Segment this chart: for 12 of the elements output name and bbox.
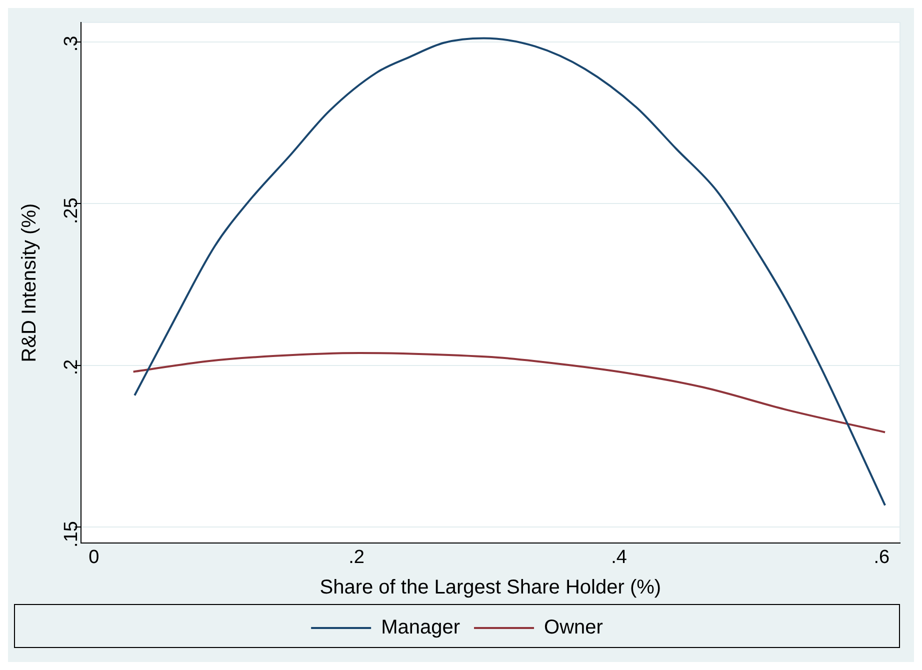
x-tick-label: .6 — [874, 546, 890, 568]
x-tick-label: 0 — [88, 546, 100, 568]
y-tick-label: .15 — [61, 521, 82, 548]
y-tick-label: .3 — [61, 36, 82, 52]
legend-label: Owner — [544, 616, 604, 639]
y-axis-title: R&D Intensity (%) — [18, 203, 41, 362]
legend-label: Manager — [381, 616, 460, 639]
x-tick-label: .2 — [348, 546, 364, 568]
x-axis-title: Share of the Largest Share Holder (%) — [320, 576, 662, 599]
y-tick-label: .25 — [61, 198, 82, 224]
y-tick-label: .2 — [61, 359, 82, 376]
x-tick-label: .4 — [611, 546, 628, 568]
